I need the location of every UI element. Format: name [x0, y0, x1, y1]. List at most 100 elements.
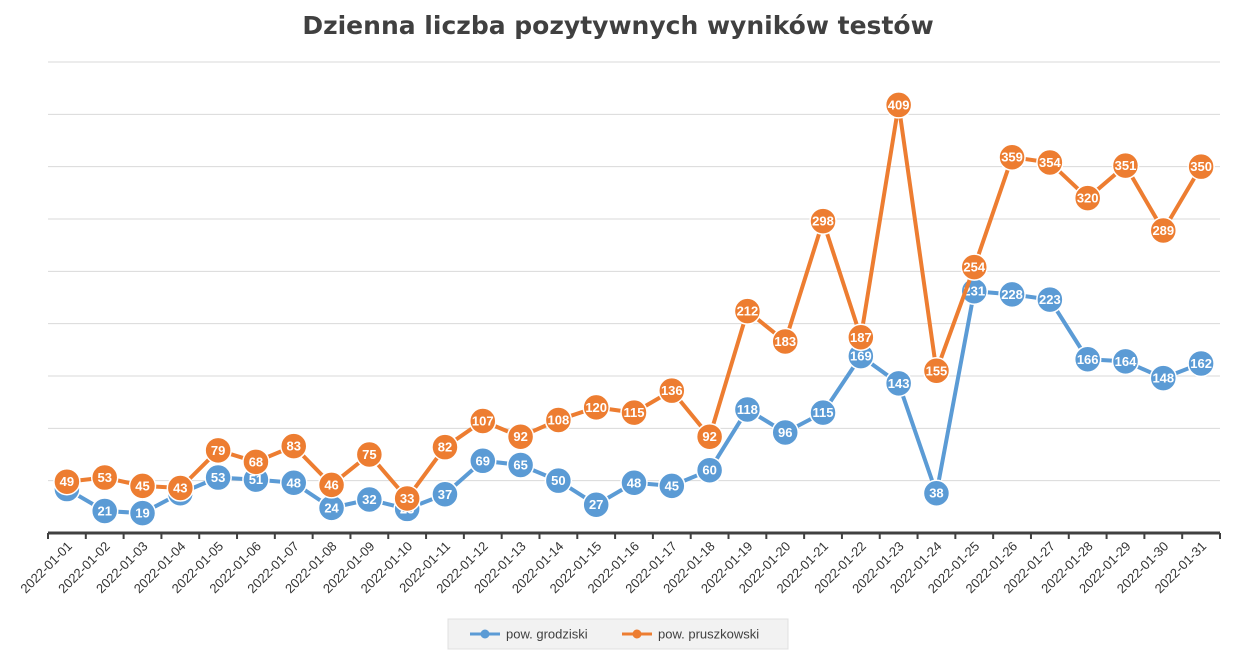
data-label: 108 — [548, 412, 570, 427]
data-point — [582, 393, 610, 422]
data-label: 118 — [737, 402, 758, 417]
data-point — [809, 207, 837, 235]
data-label: 45 — [665, 478, 679, 493]
data-label: 19 — [135, 506, 149, 521]
data-label: 164 — [1115, 354, 1137, 369]
data-point — [506, 451, 535, 479]
data-point — [1036, 285, 1064, 314]
gridlines — [48, 61, 1220, 482]
data-label: 298 — [812, 214, 834, 229]
data-point — [1187, 152, 1215, 181]
data-point — [1111, 347, 1140, 376]
data-label: 46 — [324, 477, 338, 492]
data-label: 354 — [1039, 155, 1061, 170]
data-label: 187 — [850, 330, 872, 345]
data-point — [922, 357, 951, 385]
data-point — [771, 418, 799, 447]
data-label: 53 — [97, 470, 111, 485]
data-point — [204, 463, 232, 492]
data-label: 320 — [1077, 191, 1099, 206]
data-point — [90, 497, 119, 525]
data-label: 162 — [1190, 356, 1212, 371]
data-point — [582, 490, 610, 519]
data-point — [620, 398, 648, 427]
data-label: 48 — [627, 475, 641, 490]
data-label: 50 — [551, 473, 565, 488]
data-point — [544, 406, 573, 434]
data-label: 49 — [60, 474, 74, 489]
data-point — [1187, 349, 1215, 378]
data-label: 223 — [1039, 292, 1061, 307]
data-label: 79 — [211, 443, 225, 458]
data-point — [847, 323, 875, 352]
data-point — [506, 422, 535, 451]
data-label: 45 — [135, 478, 149, 493]
data-label: 27 — [589, 497, 603, 512]
data-label: 69 — [476, 453, 490, 468]
data-label: 53 — [211, 470, 225, 485]
data-point — [544, 466, 573, 495]
data-label: 169 — [850, 349, 872, 364]
data-label: 38 — [929, 486, 943, 501]
data-label: 212 — [737, 304, 759, 319]
data-point — [279, 432, 308, 460]
data-label: 115 — [624, 405, 645, 420]
legend-box — [447, 618, 789, 650]
data-point — [128, 499, 157, 527]
data-label: 351 — [1115, 158, 1137, 173]
data-point — [922, 479, 951, 507]
data-point — [317, 471, 346, 499]
data-point — [998, 143, 1026, 171]
data-label: 289 — [1152, 223, 1174, 238]
series-1: 4221193853514824322337696550274845601189… — [53, 277, 1215, 527]
data-point — [695, 456, 724, 484]
data-point — [393, 484, 421, 513]
data-point — [431, 433, 459, 461]
data-point — [166, 474, 195, 502]
data-point — [431, 480, 459, 509]
data-point — [53, 467, 81, 496]
data-point — [884, 369, 913, 398]
data-label: 166 — [1077, 352, 1099, 367]
data-point — [90, 463, 119, 492]
data-label: 350 — [1190, 159, 1212, 174]
data-point — [1149, 364, 1178, 392]
data-point — [658, 472, 686, 500]
data-label: 24 — [324, 500, 339, 515]
data-label: 359 — [1001, 150, 1023, 165]
data-point — [204, 436, 232, 465]
data-label: 92 — [513, 429, 527, 444]
data-label: 21 — [97, 504, 111, 519]
data-point — [960, 253, 989, 281]
data-point — [242, 448, 270, 476]
data-point — [279, 469, 308, 497]
data-label: 120 — [585, 400, 607, 415]
data-point — [884, 91, 913, 119]
data-label: 65 — [513, 457, 527, 472]
data-point — [620, 469, 648, 497]
data-point — [771, 327, 799, 356]
data-point — [355, 485, 384, 514]
series-layer: 4221193853514824322337696550274845601189… — [53, 91, 1215, 527]
data-label: 183 — [774, 334, 796, 349]
data-point — [469, 407, 497, 435]
data-label: 82 — [438, 440, 452, 455]
data-label: 143 — [888, 376, 910, 391]
legend: pow. grodziski pow. pruszkowski — [447, 618, 789, 650]
series-2: 49 53 45 43 79 68 83 46 75 33 82 107 92 108 120 115 136 9… — [53, 91, 1215, 513]
data-label: 83 — [287, 439, 301, 454]
data-label: 115 — [813, 405, 834, 420]
data-label: 33 — [400, 491, 414, 506]
data-point — [1149, 216, 1178, 245]
data-label: 75 — [362, 447, 376, 462]
data-point — [998, 280, 1026, 309]
legend-item: pow. grodziski — [470, 627, 588, 642]
legend-label: pow. grodziski — [506, 627, 588, 642]
data-label: 254 — [963, 260, 985, 275]
legend-item: pow. pruszkowski — [622, 627, 759, 642]
data-label: 96 — [778, 425, 792, 440]
data-label: 37 — [438, 487, 452, 502]
data-point — [809, 398, 837, 427]
